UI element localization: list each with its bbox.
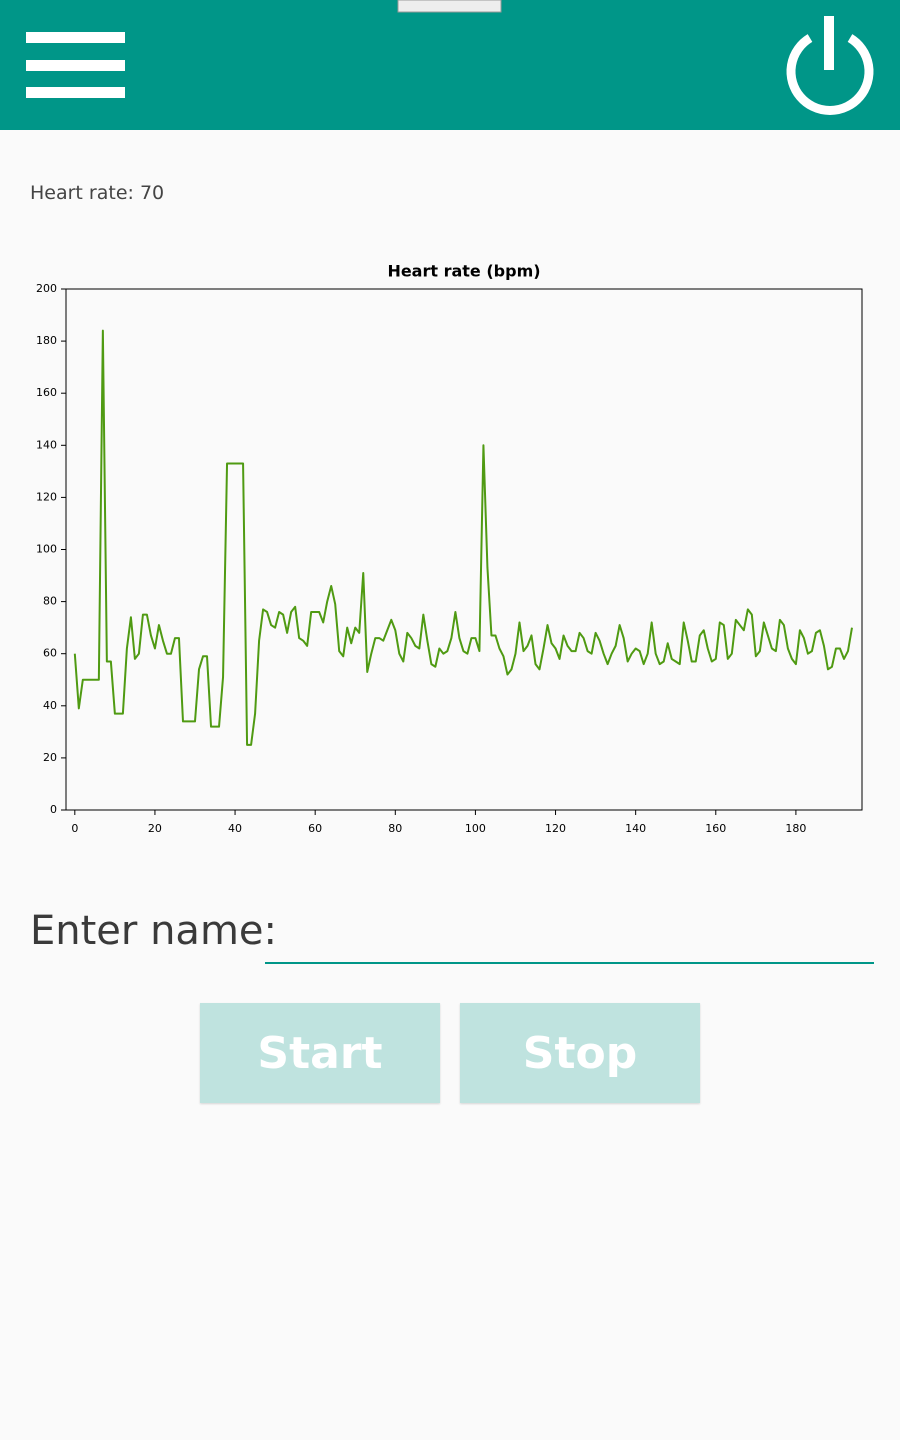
y-tick-label: 140: [36, 438, 57, 451]
y-tick-label: 40: [43, 699, 57, 712]
y-tick-label: 120: [36, 490, 57, 503]
start-button[interactable]: Start: [200, 1003, 440, 1103]
heart-rate-text: Heart rate: 70: [30, 182, 165, 204]
chart: Heart rate (bpm) 0 20 40 60 80 100 120 140 160 18…: [36, 262, 863, 835]
menu-bar: [26, 87, 125, 98]
name-label: Enter name:: [30, 908, 277, 954]
power-ring: [786, 34, 874, 115]
menu-button[interactable]: [26, 32, 125, 98]
menu-bar: [26, 32, 125, 43]
x-tick-label: 60: [308, 822, 322, 835]
drag-handle[interactable]: [397, 0, 502, 13]
y-tick-label: 200: [36, 282, 57, 295]
x-tick-label: 20: [148, 822, 162, 835]
x-tick-label: 80: [388, 822, 402, 835]
app-bar-icons: [26, 0, 874, 115]
x-tick-label: 0: [71, 822, 78, 835]
y-tick-label: 0: [50, 803, 57, 816]
x-tick-label: 180: [785, 822, 806, 835]
x-tick-label: 140: [625, 822, 646, 835]
x-tick-label: 40: [228, 822, 242, 835]
app-bar: [0, 0, 900, 130]
stop-button[interactable]: Stop: [460, 1003, 700, 1103]
y-tick-label: 160: [36, 386, 57, 399]
y-tick-label: 100: [36, 543, 57, 556]
plot-frame: [65, 288, 863, 811]
x-tick-label: 100: [465, 822, 486, 835]
chart-title: Heart rate (bpm): [387, 262, 540, 281]
y-tick-label: 80: [43, 595, 57, 608]
y-tick-label: 60: [43, 647, 57, 660]
x-tick-label: 160: [705, 822, 726, 835]
x-tick-label: 120: [545, 822, 566, 835]
heart-rate-line: [73, 329, 853, 746]
name-input[interactable]: [265, 912, 874, 964]
y-tick-label: 20: [43, 751, 57, 764]
power-button[interactable]: [786, 16, 874, 115]
y-tick-label: 180: [36, 334, 57, 347]
menu-bar: [26, 60, 125, 71]
